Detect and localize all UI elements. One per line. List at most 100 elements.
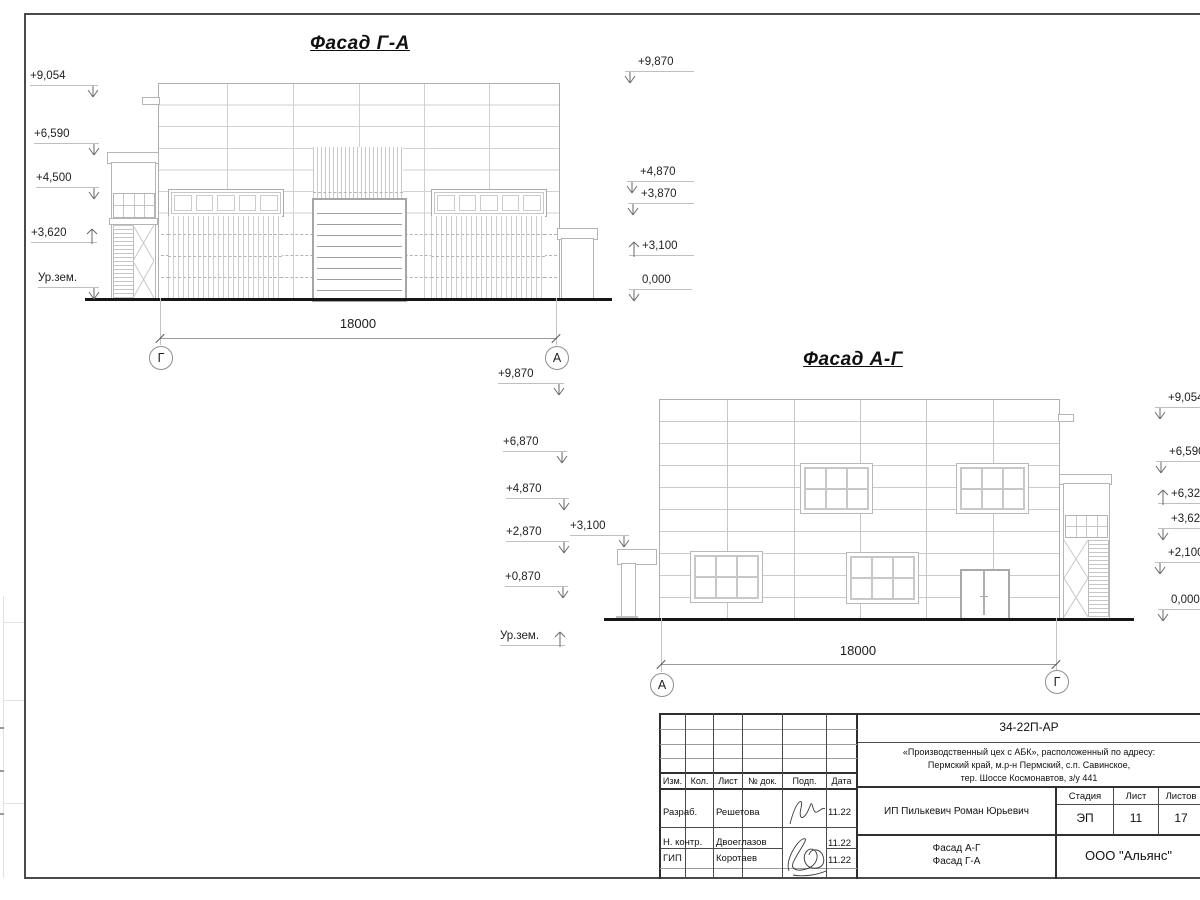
elevation-mark: 0,000 bbox=[628, 274, 692, 302]
tb-line bbox=[660, 758, 857, 759]
canopy-roof bbox=[617, 549, 657, 565]
window-grid bbox=[694, 555, 759, 599]
dimension-value: 18000 bbox=[339, 316, 377, 331]
tb-line bbox=[659, 713, 661, 879]
level-arrow-down-icon bbox=[1154, 563, 1166, 575]
tb-line bbox=[826, 848, 857, 849]
level-arrow-down-icon bbox=[1157, 529, 1169, 541]
tb-line bbox=[660, 788, 857, 790]
column-line bbox=[293, 84, 294, 299]
window-lower-left bbox=[690, 551, 763, 603]
tb-line bbox=[858, 834, 1200, 836]
tb-line bbox=[856, 713, 858, 879]
elevation-mark: +0,870 bbox=[505, 571, 569, 599]
stair-flights bbox=[113, 225, 134, 298]
tb-line bbox=[660, 744, 857, 745]
level-arrow-down-icon bbox=[624, 72, 636, 84]
tb-role: Н. контр. bbox=[663, 837, 703, 848]
tb-line bbox=[742, 713, 743, 877]
window-panes bbox=[171, 192, 281, 214]
elevation-mark: +6,590 bbox=[34, 128, 100, 156]
roof-tab bbox=[142, 97, 160, 105]
siding-joint bbox=[431, 256, 545, 257]
canopy-base bbox=[616, 616, 638, 618]
level-arrow-down-icon bbox=[88, 188, 100, 200]
tb-col-izm: Изм. bbox=[662, 776, 683, 786]
stair-bracing bbox=[1064, 540, 1088, 617]
elevation-mark: Ур.зем. bbox=[500, 630, 566, 647]
window-panes bbox=[434, 192, 544, 214]
siding-joint bbox=[431, 234, 545, 235]
frame-bottom bbox=[24, 877, 1200, 879]
extension-line bbox=[1056, 618, 1057, 672]
axis-circle-a: А bbox=[545, 346, 569, 370]
tb-line bbox=[1113, 788, 1114, 835]
elevation-mark: 0,000 bbox=[1157, 594, 1200, 622]
facade-ga-title: Фасад Г-А bbox=[310, 33, 410, 54]
tb-name: Решетова bbox=[716, 807, 760, 818]
tb-date: 11.22 bbox=[828, 855, 852, 866]
elevation-mark: +3,870 bbox=[627, 188, 694, 216]
column-line bbox=[424, 84, 425, 299]
level-arrow-up-icon bbox=[86, 228, 98, 244]
tb-sheet-number: 11 bbox=[1129, 811, 1143, 825]
elevation-mark: +2,100 bbox=[1154, 547, 1200, 575]
elevation-mark: +3,620 bbox=[1157, 513, 1200, 541]
siding-joint bbox=[168, 234, 282, 235]
elevation-mark: +9,054 bbox=[1154, 392, 1200, 420]
ground-line bbox=[85, 298, 612, 301]
elevation-mark: +3,100 bbox=[570, 520, 630, 548]
window-grid bbox=[850, 556, 915, 600]
axis-circle-g: Г bbox=[1045, 670, 1069, 694]
stair-tower-windows bbox=[1065, 515, 1108, 538]
gate-sections bbox=[317, 203, 402, 297]
tb-role: Разраб. bbox=[663, 807, 698, 818]
tb-line bbox=[660, 868, 857, 869]
dimension-line bbox=[661, 664, 1057, 665]
tb-line bbox=[685, 713, 686, 877]
elevation-mark: +3,100 bbox=[628, 240, 694, 257]
tb-col-list: Лист bbox=[718, 776, 738, 786]
window-upper-left bbox=[800, 463, 873, 514]
siding-right bbox=[431, 216, 545, 298]
tb-sheet-label: Лист bbox=[1125, 791, 1147, 802]
margin-tick bbox=[0, 727, 4, 729]
level-arrow-down-icon bbox=[88, 144, 100, 156]
siding-over-gate bbox=[313, 147, 403, 198]
level-arrow-down-icon bbox=[628, 290, 640, 302]
entrance-door bbox=[960, 569, 1010, 621]
axis-circle-g: Г bbox=[149, 346, 173, 370]
tb-line bbox=[660, 827, 857, 828]
level-arrow-down-icon bbox=[553, 384, 565, 396]
elevation-mark: Ур.зем. bbox=[38, 272, 100, 300]
dimension-value: 18000 bbox=[839, 643, 877, 658]
level-arrow-down-icon bbox=[557, 587, 569, 599]
tb-line bbox=[1158, 788, 1159, 835]
level-arrow-down-icon bbox=[558, 542, 570, 554]
tb-sheets-label: Листов bbox=[1165, 791, 1197, 802]
elevation-mark: +2,870 bbox=[506, 526, 570, 554]
tb-line bbox=[858, 786, 1200, 788]
elevation-mark: +4,870 bbox=[626, 166, 694, 194]
door-leaf-divider bbox=[983, 571, 985, 615]
tb-line bbox=[660, 729, 857, 730]
tb-content-line2: Фасад Г-А bbox=[932, 856, 981, 867]
level-arrow-down-icon bbox=[558, 499, 570, 511]
window-upper-right bbox=[956, 463, 1029, 514]
siding-joint bbox=[168, 277, 282, 278]
tb-project-line1: «Производственный цех с АБК», расположен… bbox=[902, 747, 1156, 757]
dimension-line bbox=[160, 338, 557, 339]
elevation-mark: +6,590 bbox=[1155, 446, 1200, 474]
tb-line bbox=[713, 713, 714, 877]
elevation-mark: +3,620 bbox=[31, 227, 98, 244]
tb-line bbox=[660, 848, 782, 849]
tb-client: ИП Пилькевич Роман Юрьевич bbox=[884, 806, 1029, 817]
door-handle bbox=[983, 593, 984, 600]
siding-joint bbox=[168, 256, 282, 257]
level-arrow-down-icon bbox=[1157, 610, 1169, 622]
tb-date: 11.22 bbox=[828, 838, 852, 849]
tb-line bbox=[826, 713, 827, 877]
level-arrow-down-icon bbox=[627, 204, 639, 216]
level-arrow-down-icon bbox=[556, 452, 568, 464]
